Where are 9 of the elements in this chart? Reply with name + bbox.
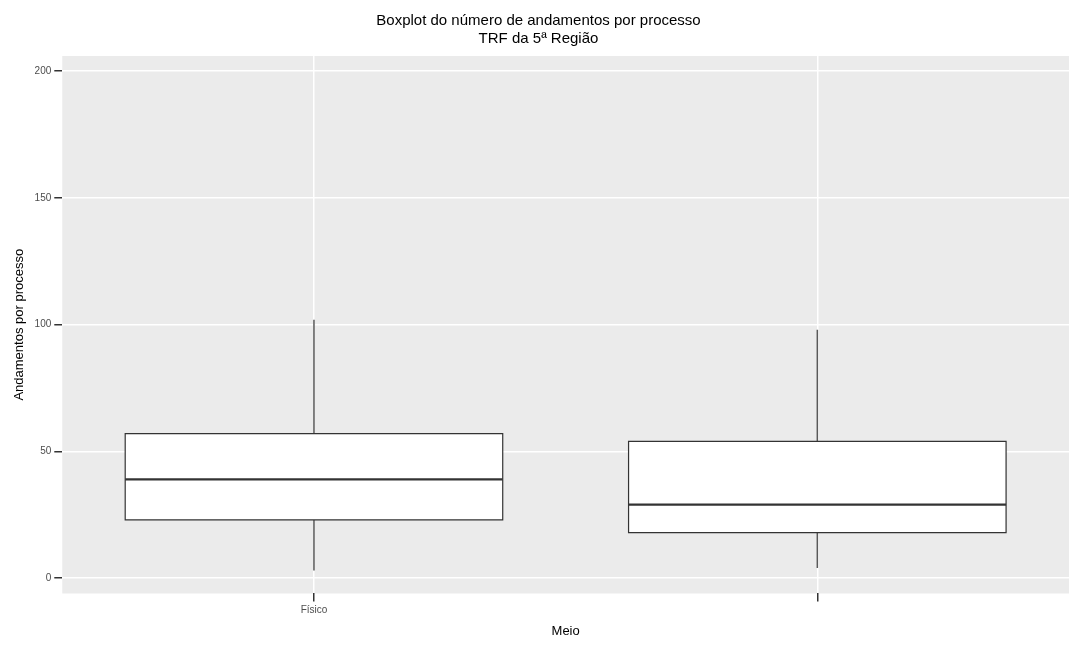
x-tick-label: Físico (300, 604, 328, 616)
y-tick-label: 150 (34, 191, 52, 203)
y-tick-label: 100 (34, 318, 52, 330)
y-tick-label: 50 (40, 445, 52, 457)
y-axis-title: Andamentos por processo (11, 248, 27, 401)
y-tick-label: 200 (34, 64, 52, 76)
x-axis-title: Meio (551, 622, 580, 638)
chart-title: Boxplot do número de andamentos por processo TRF da 5ª Região (376, 11, 701, 47)
y-tick-label: 0 (45, 571, 52, 583)
